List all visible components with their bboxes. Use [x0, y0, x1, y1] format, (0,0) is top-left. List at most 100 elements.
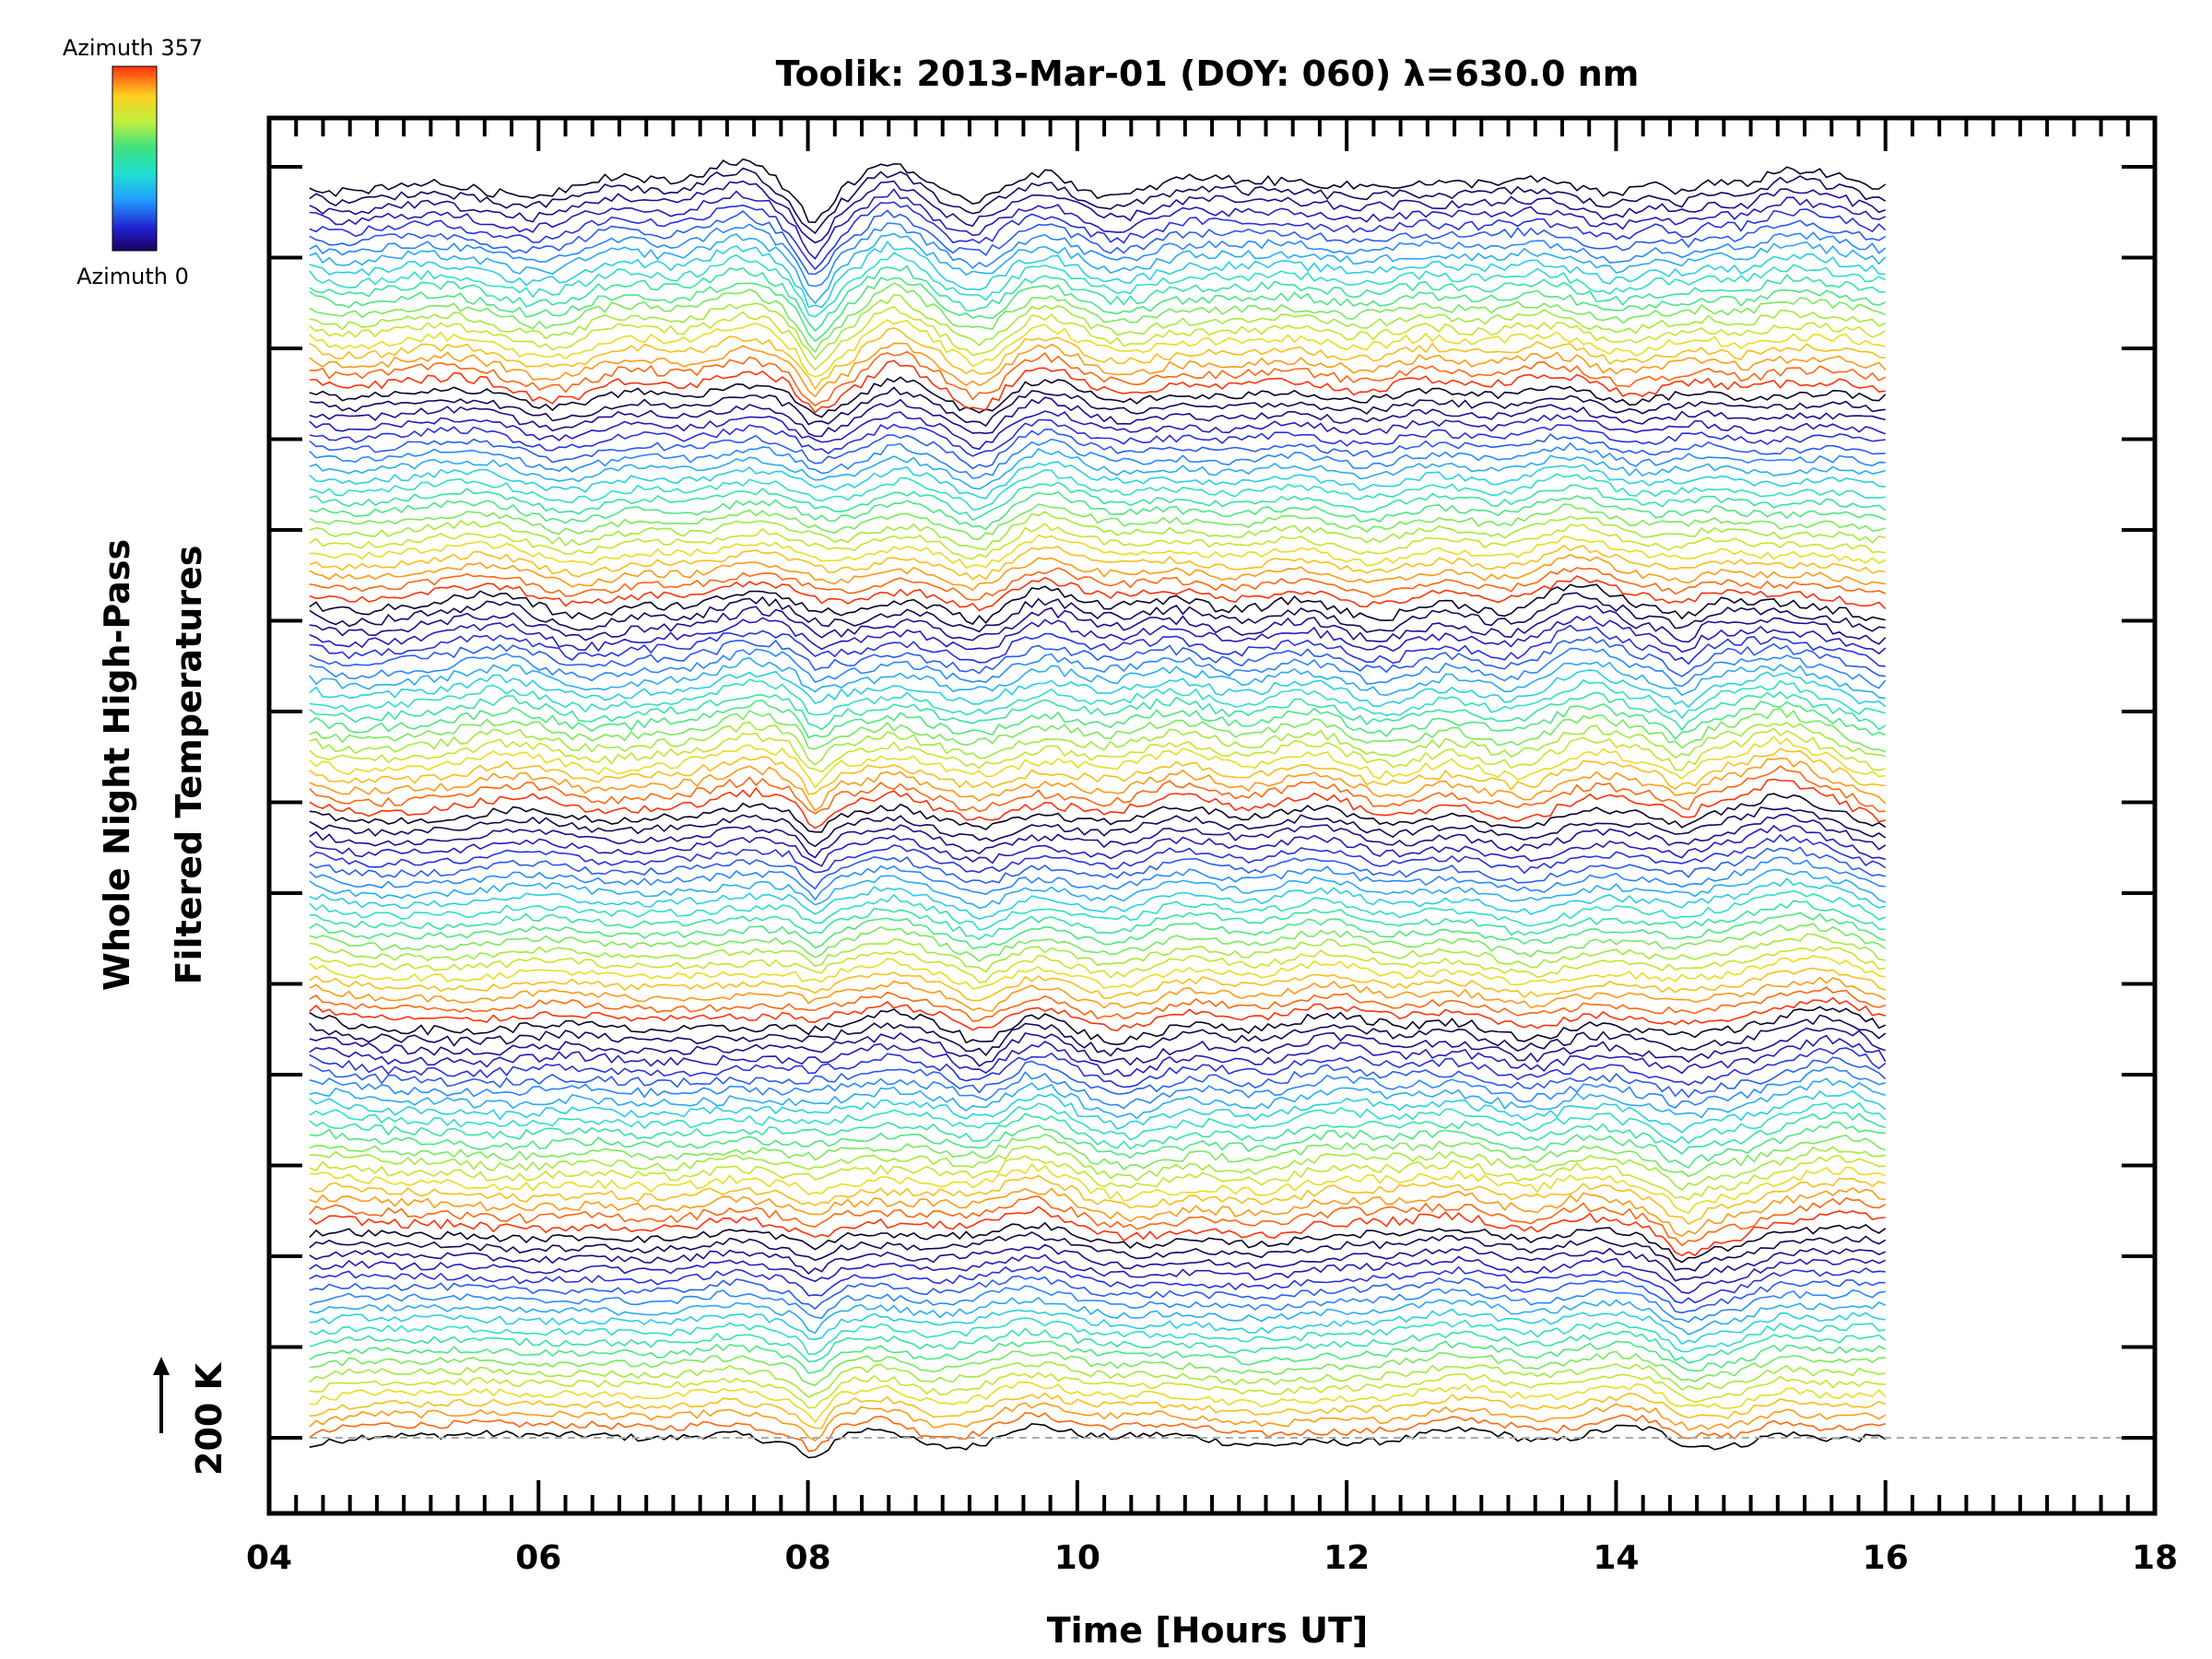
temperature-trace: [309, 678, 1886, 720]
temperature-trace: [309, 707, 1886, 753]
temperature-trace: [309, 327, 1886, 391]
temperature-trace: [309, 265, 1886, 332]
temperature-trace: [309, 410, 1886, 451]
temperature-trace: [309, 209, 1887, 276]
temperature-trace: [309, 1163, 1887, 1215]
temperature-trace: [309, 912, 1886, 950]
temperature-trace: [309, 806, 1887, 848]
temperature-trace: [309, 1392, 1887, 1430]
temperature-trace: [309, 1014, 1887, 1057]
temperature-trace: [309, 747, 1886, 795]
temperature-trace: [309, 1265, 1886, 1304]
temperature-trace: [309, 1296, 1887, 1335]
temperature-trace: [309, 1077, 1886, 1120]
temperature-trace: [309, 1145, 1886, 1191]
chart-title: Toolik: 2013-Mar-01 (DOY: 060) λ=630.0 n…: [776, 53, 1640, 94]
x-axis-label: Time [Hours UT]: [1047, 1610, 1369, 1651]
axis-ticks: [267, 118, 2157, 1513]
temperature-trace: [309, 868, 1887, 910]
temperature-trace: [309, 976, 1887, 1012]
temperature-trace: [309, 490, 1887, 531]
temperature-trace: [309, 1371, 1886, 1409]
temperature-trace: [309, 1221, 1887, 1264]
colorbar-bottom-label: Azimuth 0: [76, 264, 189, 289]
temperature-trace: [309, 1275, 1886, 1314]
temperature-trace: [309, 1066, 1886, 1110]
temperature-trace: [309, 1056, 1887, 1099]
temperature-trace: [309, 700, 1887, 740]
temperature-trace: [309, 1006, 1887, 1046]
temperature-trace: [309, 1361, 1886, 1398]
x-tick-label: 18: [2132, 1539, 2178, 1577]
temperature-trace: [309, 721, 1886, 766]
temperature-trace: [309, 468, 1886, 511]
temperature-trace: [309, 240, 1886, 309]
temperature-trace: [309, 889, 1886, 931]
temperature-trace: [309, 669, 1887, 709]
temperature-trace: [309, 824, 1886, 867]
temperature-trace: [309, 933, 1886, 973]
scale-bar-label: 200 K: [189, 1361, 229, 1476]
y-axis-label-line2: Filtered Temperatures: [169, 546, 209, 985]
temperature-trace: [309, 900, 1886, 941]
temperature-trace: [309, 567, 1887, 601]
temperature-trace: [309, 1350, 1886, 1387]
temperature-trace: [309, 428, 1886, 470]
temperature-trace: [309, 1101, 1887, 1145]
temperature-trace: [309, 188, 1887, 260]
temperature-trace: [309, 1195, 1887, 1247]
temperature-trace: [309, 438, 1886, 479]
temperature-trace: [309, 544, 1886, 581]
temperature-trace: [309, 778, 1886, 830]
temperature-trace: [309, 605, 1887, 645]
temperature-trace: [309, 946, 1886, 984]
temperature-trace: [309, 955, 1886, 990]
temperature-trace: [309, 293, 1887, 361]
temperature-trace: [309, 986, 1886, 1022]
temperature-trace: [309, 923, 1887, 963]
temperature-trace: [309, 1317, 1886, 1356]
temperature-trace: [309, 765, 1886, 815]
x-tick-label: 08: [785, 1539, 831, 1577]
temperature-trace: [309, 1154, 1886, 1201]
temperature-trace: [309, 232, 1887, 305]
temperature-trace: [309, 1230, 1887, 1272]
temperature-trace: [309, 757, 1887, 812]
y-axis-label-line1: Whole Night High-Pass: [97, 539, 137, 991]
x-tick-label: 04: [246, 1539, 292, 1577]
temperature-trace: [309, 1340, 1887, 1374]
temperature-trace: [309, 624, 1886, 667]
temperature-trace: [309, 511, 1886, 551]
temperature-trace: [309, 996, 1886, 1032]
temperature-trace: [309, 342, 1887, 398]
temperature-trace: [309, 877, 1886, 920]
temperature-trace: [309, 1186, 1886, 1238]
temperature-trace: [309, 1089, 1887, 1134]
temperature-trace: [309, 1174, 1886, 1225]
temperature-trace: [309, 305, 1887, 371]
x-tick-labels: 04 06 08 10 12 14 16 18: [246, 1539, 2178, 1577]
temperature-trace: [309, 180, 1886, 244]
temperature-trace: [309, 386, 1886, 428]
temperature-trace: [309, 1411, 1886, 1453]
temperature-trace: [309, 967, 1886, 1002]
temperature-trace: [309, 1243, 1887, 1282]
x-tick-label: 06: [515, 1539, 561, 1577]
temperature-trace: [309, 359, 1886, 414]
temperature-trace: [309, 1133, 1886, 1178]
x-tick-label: 14: [1593, 1539, 1639, 1577]
temperature-trace: [309, 554, 1886, 592]
temperature-trace: [309, 833, 1887, 875]
temperature-trace: [309, 534, 1887, 570]
temperature-trace: [309, 636, 1886, 677]
temperature-trace: [309, 222, 1887, 288]
temperature-trace: [309, 592, 1886, 633]
temperature-trace: [309, 503, 1886, 540]
temperature-trace: [309, 813, 1887, 859]
temperature-trace: [309, 735, 1886, 789]
trace-layer: [309, 158, 1887, 1459]
temperature-trace: [309, 690, 1887, 732]
temperature-trace: [309, 856, 1886, 901]
temperature-trace: [309, 1047, 1887, 1088]
